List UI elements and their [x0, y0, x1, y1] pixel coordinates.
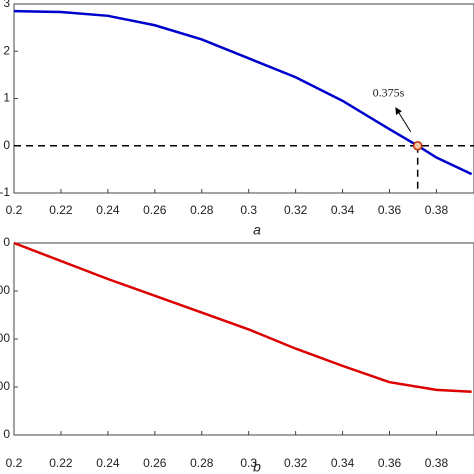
- x-tick-label: 0.36: [378, 456, 402, 470]
- x-tick-label: 0.32: [284, 456, 308, 470]
- x-tick-label: 0.22: [49, 203, 73, 217]
- plot-frame: [13, 3, 474, 194]
- plot-frame: [13, 242, 474, 436]
- x-axis-label: a: [253, 222, 261, 238]
- x-tick-label: 0.34: [331, 203, 355, 217]
- x-tick-label: 0.3: [240, 456, 257, 470]
- y-tick-label: 0: [3, 138, 10, 152]
- x-tick-label: 0.2: [6, 203, 23, 217]
- x-tick-label: 0.38: [425, 203, 449, 217]
- x-tick-label: 0.22: [49, 456, 73, 470]
- x-tick-label: 0.3: [240, 203, 257, 217]
- annotation-arrow: [395, 107, 412, 133]
- crossing-marker: [412, 141, 423, 151]
- x-axis-label: b: [253, 459, 261, 474]
- x-tick-label: 0.26: [143, 456, 167, 470]
- y-tick-label: 3: [3, 0, 10, 10]
- annotation: 0.375s: [373, 86, 405, 100]
- y-tick-label: 00: [0, 331, 10, 345]
- x-tick-label: 0.28: [190, 456, 214, 470]
- x-tick-label: 0.26: [143, 203, 167, 217]
- y-tick-label: 2: [3, 43, 10, 57]
- x-tick-label: 0.34: [331, 456, 355, 470]
- y-tick-label: 0: [3, 235, 10, 249]
- x-tick-label: 0.36: [378, 203, 402, 217]
- data-line: [13, 241, 472, 394]
- x-tick-label: 0.28: [190, 203, 214, 217]
- x-tick-label: 0.32: [284, 203, 308, 217]
- x-tick-label: 0.2: [6, 456, 23, 470]
- x-tick-label: 0.24: [96, 456, 120, 470]
- x-tick-label: 0.24: [96, 203, 120, 217]
- y-tick-label: -1: [0, 185, 10, 199]
- x-tick-label: 0.38: [425, 456, 449, 470]
- y-tick-label: 00: [0, 283, 10, 297]
- y-tick-label: 1: [3, 91, 10, 105]
- y-tick-label: 00: [0, 379, 10, 393]
- y-tick-label: 0: [3, 427, 10, 441]
